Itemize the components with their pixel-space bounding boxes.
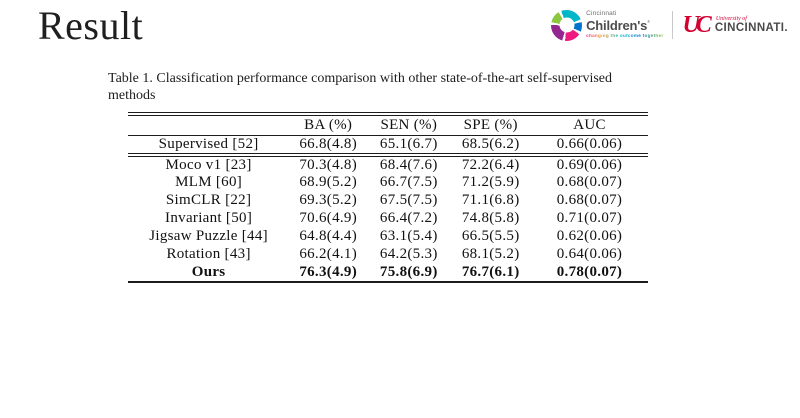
- logo-divider: [672, 11, 674, 39]
- page-title: Result: [38, 3, 144, 48]
- table-row: Invariant [50] 70.6(4.9) 66.4(7.2) 74.8(5.8…: [128, 210, 648, 228]
- value-cell: 64.8(4.4): [299, 228, 358, 244]
- column-header: AUC: [573, 116, 606, 133]
- childrens-wordmark: Cincinnati Children's ® changing the out…: [586, 11, 663, 38]
- method-cell: Moco v1 [23]: [165, 156, 252, 173]
- childrens-trademark: ®: [647, 18, 651, 24]
- value-cell: 71.1(6.8): [461, 192, 520, 208]
- column-header: SEN (%): [380, 116, 438, 133]
- value-cell: 0.78(0.07): [556, 263, 623, 280]
- table-row: SimCLR [22] 69.3(5.2) 67.5(7.5) 71.1(6.8) 0.…: [128, 192, 648, 210]
- results-table-body: Supervised [52] 66.8(4.8) 65.1(6.7) 68.5(6.…: [128, 135, 648, 282]
- value-cell: 0.66(0.06): [556, 135, 623, 152]
- table-row: MLM [60] 68.9(5.2) 66.7(7.5) 71.2(5.9) 0.68(…: [128, 174, 648, 192]
- value-cell: 64.2(5.3): [379, 246, 438, 262]
- table-row: Supervised [52] 66.8(4.8) 65.1(6.7) 68.5(6.…: [128, 135, 648, 155]
- value-cell: 0.62(0.06): [556, 228, 623, 244]
- results-table-header-row: BA (%) SEN (%) SPE (%) AUC: [128, 114, 648, 135]
- university-of-cincinnati-logo: UC University of CINCINNATI.: [682, 13, 792, 37]
- childrens-wordmark-line1: Cincinnati: [586, 10, 617, 18]
- value-cell: 66.7(7.5): [379, 174, 438, 190]
- method-cell: SimCLR [22]: [165, 192, 252, 208]
- method-column-header: [128, 114, 289, 135]
- value-cell: 66.4(7.2): [379, 210, 438, 226]
- value-cell: 0.64(0.06): [556, 246, 623, 262]
- table-caption: Table 1. Classification performance comp…: [108, 71, 613, 103]
- value-cell: 66.8(4.8): [299, 135, 358, 152]
- value-cell: 74.8(5.8): [461, 210, 520, 226]
- value-cell: 0.69(0.06): [556, 156, 623, 173]
- childrens-wordmark-line2: Children's: [586, 17, 648, 33]
- value-cell: 0.68(0.07): [556, 174, 623, 190]
- value-cell: 70.3(4.8): [299, 156, 358, 173]
- childrens-tagline: changing the outcome together: [586, 32, 664, 38]
- table-row: Moco v1 [23] 70.3(4.8) 68.4(7.6) 72.2(6.4) 0…: [128, 155, 648, 174]
- value-cell: 76.7(6.1): [461, 263, 520, 280]
- value-cell: 69.3(5.2): [299, 192, 358, 208]
- method-cell: Invariant [50]: [165, 210, 253, 226]
- table-row: Ours 76.3(4.9) 75.8(6.9) 76.7(6.1) 0.78(0.07…: [128, 264, 648, 282]
- uc-wordmark: University of CINCINNATI.: [715, 16, 788, 35]
- value-cell: 71.2(5.9): [461, 174, 520, 190]
- method-cell: Supervised [52]: [158, 135, 259, 152]
- cincinnati-childrens-logo: Cincinnati Children's ® changing the out…: [551, 9, 663, 41]
- value-cell: 72.2(6.4): [461, 156, 520, 173]
- value-cell: 68.5(6.2): [461, 135, 520, 152]
- value-cell: 66.2(4.1): [299, 246, 358, 262]
- value-cell: 70.6(4.9): [299, 210, 358, 226]
- value-cell: 63.1(5.4): [379, 228, 438, 244]
- column-header: BA (%): [304, 116, 353, 133]
- value-cell: 75.8(6.9): [379, 263, 438, 280]
- value-cell: 66.5(5.5): [461, 228, 520, 244]
- value-cell: 65.1(6.7): [379, 135, 438, 152]
- method-cell: MLM [60]: [175, 174, 243, 190]
- table-row: Rotation [43] 66.2(4.1) 64.2(5.3) 68.1(5.2)…: [128, 246, 648, 264]
- table-row: Jigsaw Puzzle [44] 64.8(4.4) 63.1(5.4) 66.5…: [128, 228, 648, 246]
- value-cell: 68.4(7.6): [379, 156, 438, 173]
- uc-wordmark-small: University of: [715, 15, 747, 22]
- value-cell: 76.3(4.9): [299, 263, 358, 280]
- results-table: BA (%) SEN (%) SPE (%) AUC Supervised [52] 6…: [128, 112, 648, 283]
- logo-bar: Cincinnati Children's ® changing the out…: [551, 6, 792, 44]
- value-cell: 68.9(5.2): [299, 174, 358, 190]
- uc-monogram-icon: UC: [682, 12, 711, 38]
- method-cell: Rotation [43]: [166, 246, 251, 262]
- childrens-circle-icon: [551, 9, 583, 41]
- value-cell: 68.1(5.2): [461, 246, 520, 262]
- value-cell: 67.5(7.5): [379, 192, 438, 208]
- method-cell: Jigsaw Puzzle [44]: [149, 228, 268, 244]
- uc-wordmark-big: CINCINNATI.: [714, 21, 788, 34]
- column-header: SPE (%): [463, 116, 518, 133]
- value-cell: 0.68(0.07): [556, 192, 623, 208]
- value-cell: 0.71(0.07): [556, 210, 623, 226]
- method-cell: Ours: [191, 263, 226, 280]
